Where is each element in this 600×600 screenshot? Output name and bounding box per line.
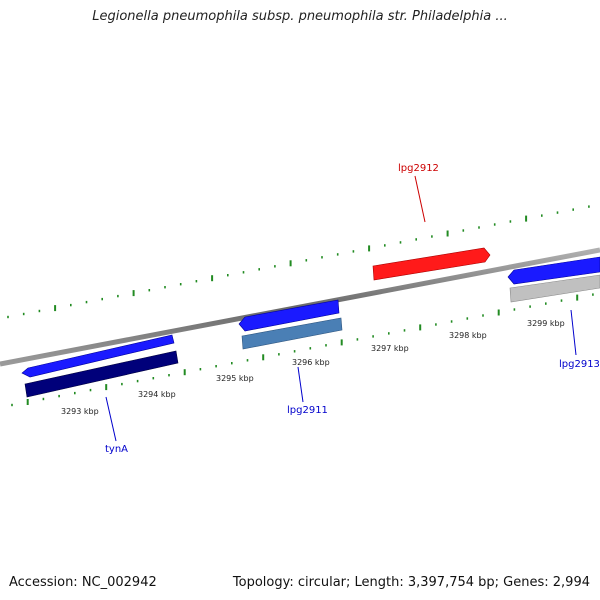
gene-label-tynA[interactable]: tynA — [105, 444, 128, 455]
gene-lpg2911-reverse[interactable] — [241, 317, 343, 350]
accession-text: Accession: NC_002942 — [9, 575, 157, 590]
gene-tynA-reverse[interactable] — [24, 350, 179, 398]
tick-label-3295: 3295 kbp — [216, 374, 254, 383]
gene-label-lpg2913[interactable]: lpg2913 — [559, 359, 600, 370]
gene-lpg2913-reverse[interactable] — [509, 274, 600, 303]
leader-lpg2911 — [297, 366, 304, 403]
gene-lpg2912[interactable] — [372, 247, 491, 281]
gene-label-lpg2912[interactable]: lpg2912 — [398, 163, 439, 174]
gene-lpg2911-forward[interactable] — [238, 299, 340, 332]
genome-summary-text: Topology: circular; Length: 3,397,754 bp… — [232, 575, 590, 590]
lower-tick-ring — [11, 293, 594, 407]
gene-label-lpg2911[interactable]: lpg2911 — [287, 405, 328, 416]
label-leaders — [105, 175, 577, 442]
tick-label-3296: 3296 kbp — [292, 358, 330, 367]
genes — [21, 247, 600, 398]
gene-labels: tynA lpg2911 lpg2912 lpg2913 — [105, 163, 600, 455]
gene-lpg2913-forward[interactable] — [507, 256, 600, 285]
tick-label-3299: 3299 kbp — [527, 319, 565, 328]
leader-lpg2912 — [414, 175, 426, 223]
gene-tynA-forward[interactable] — [21, 334, 175, 378]
leader-tynA — [105, 396, 117, 442]
tick-label-3297: 3297 kbp — [371, 344, 409, 353]
upper-tick-ring — [7, 205, 590, 319]
tick-labels: 3293 kbp 3294 kbp 3295 kbp 3296 kbp 3297… — [61, 319, 565, 416]
leader-lpg2913 — [570, 309, 577, 356]
tick-label-3294: 3294 kbp — [138, 390, 176, 399]
tick-label-3298: 3298 kbp — [449, 331, 487, 340]
tick-label-3293: 3293 kbp — [61, 407, 99, 416]
map-title: Legionella pneumophila subsp. pneumophil… — [92, 9, 508, 24]
